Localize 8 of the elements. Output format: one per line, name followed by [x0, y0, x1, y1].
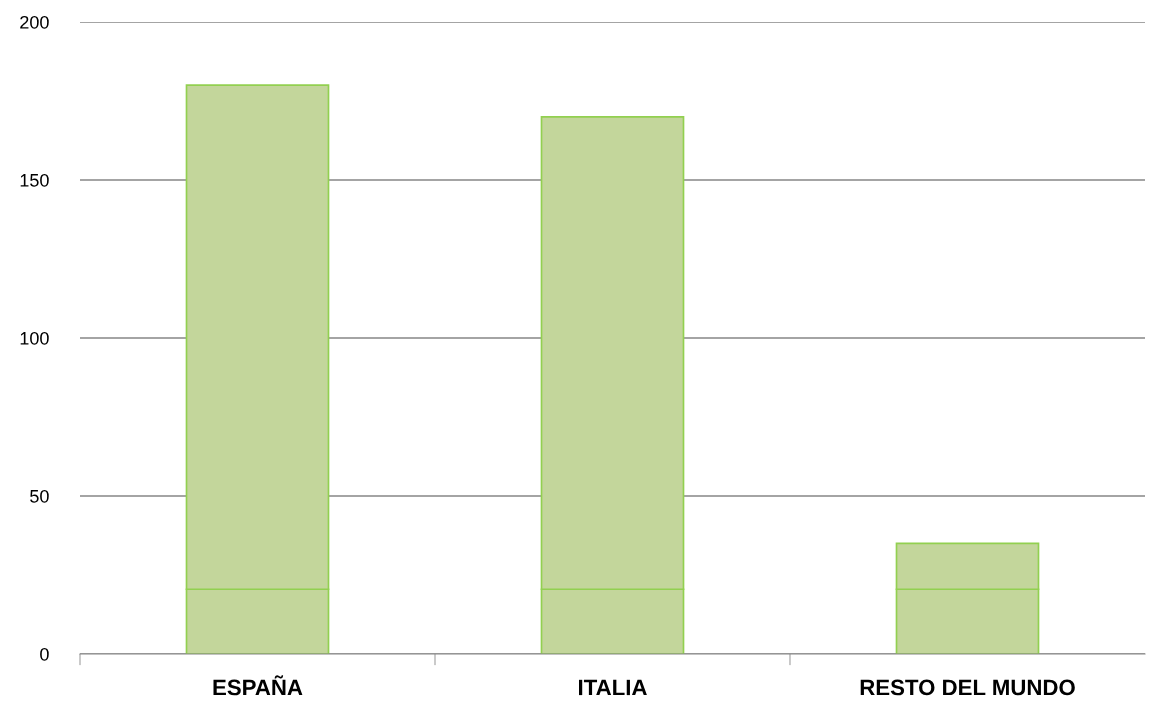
- y-tick-label: 200: [20, 15, 49, 29]
- x-tick-label: ITALIA: [579, 679, 647, 696]
- x-tick-label: ESPAÑA: [213, 675, 303, 696]
- y-tick-label: 50: [30, 489, 49, 503]
- y-tick-label: 100: [20, 331, 49, 345]
- x-tick-label: RESTO DEL MUNDO: [860, 679, 1075, 696]
- y-tick-label: 0: [40, 647, 49, 661]
- y-tick-label: 150: [20, 173, 49, 187]
